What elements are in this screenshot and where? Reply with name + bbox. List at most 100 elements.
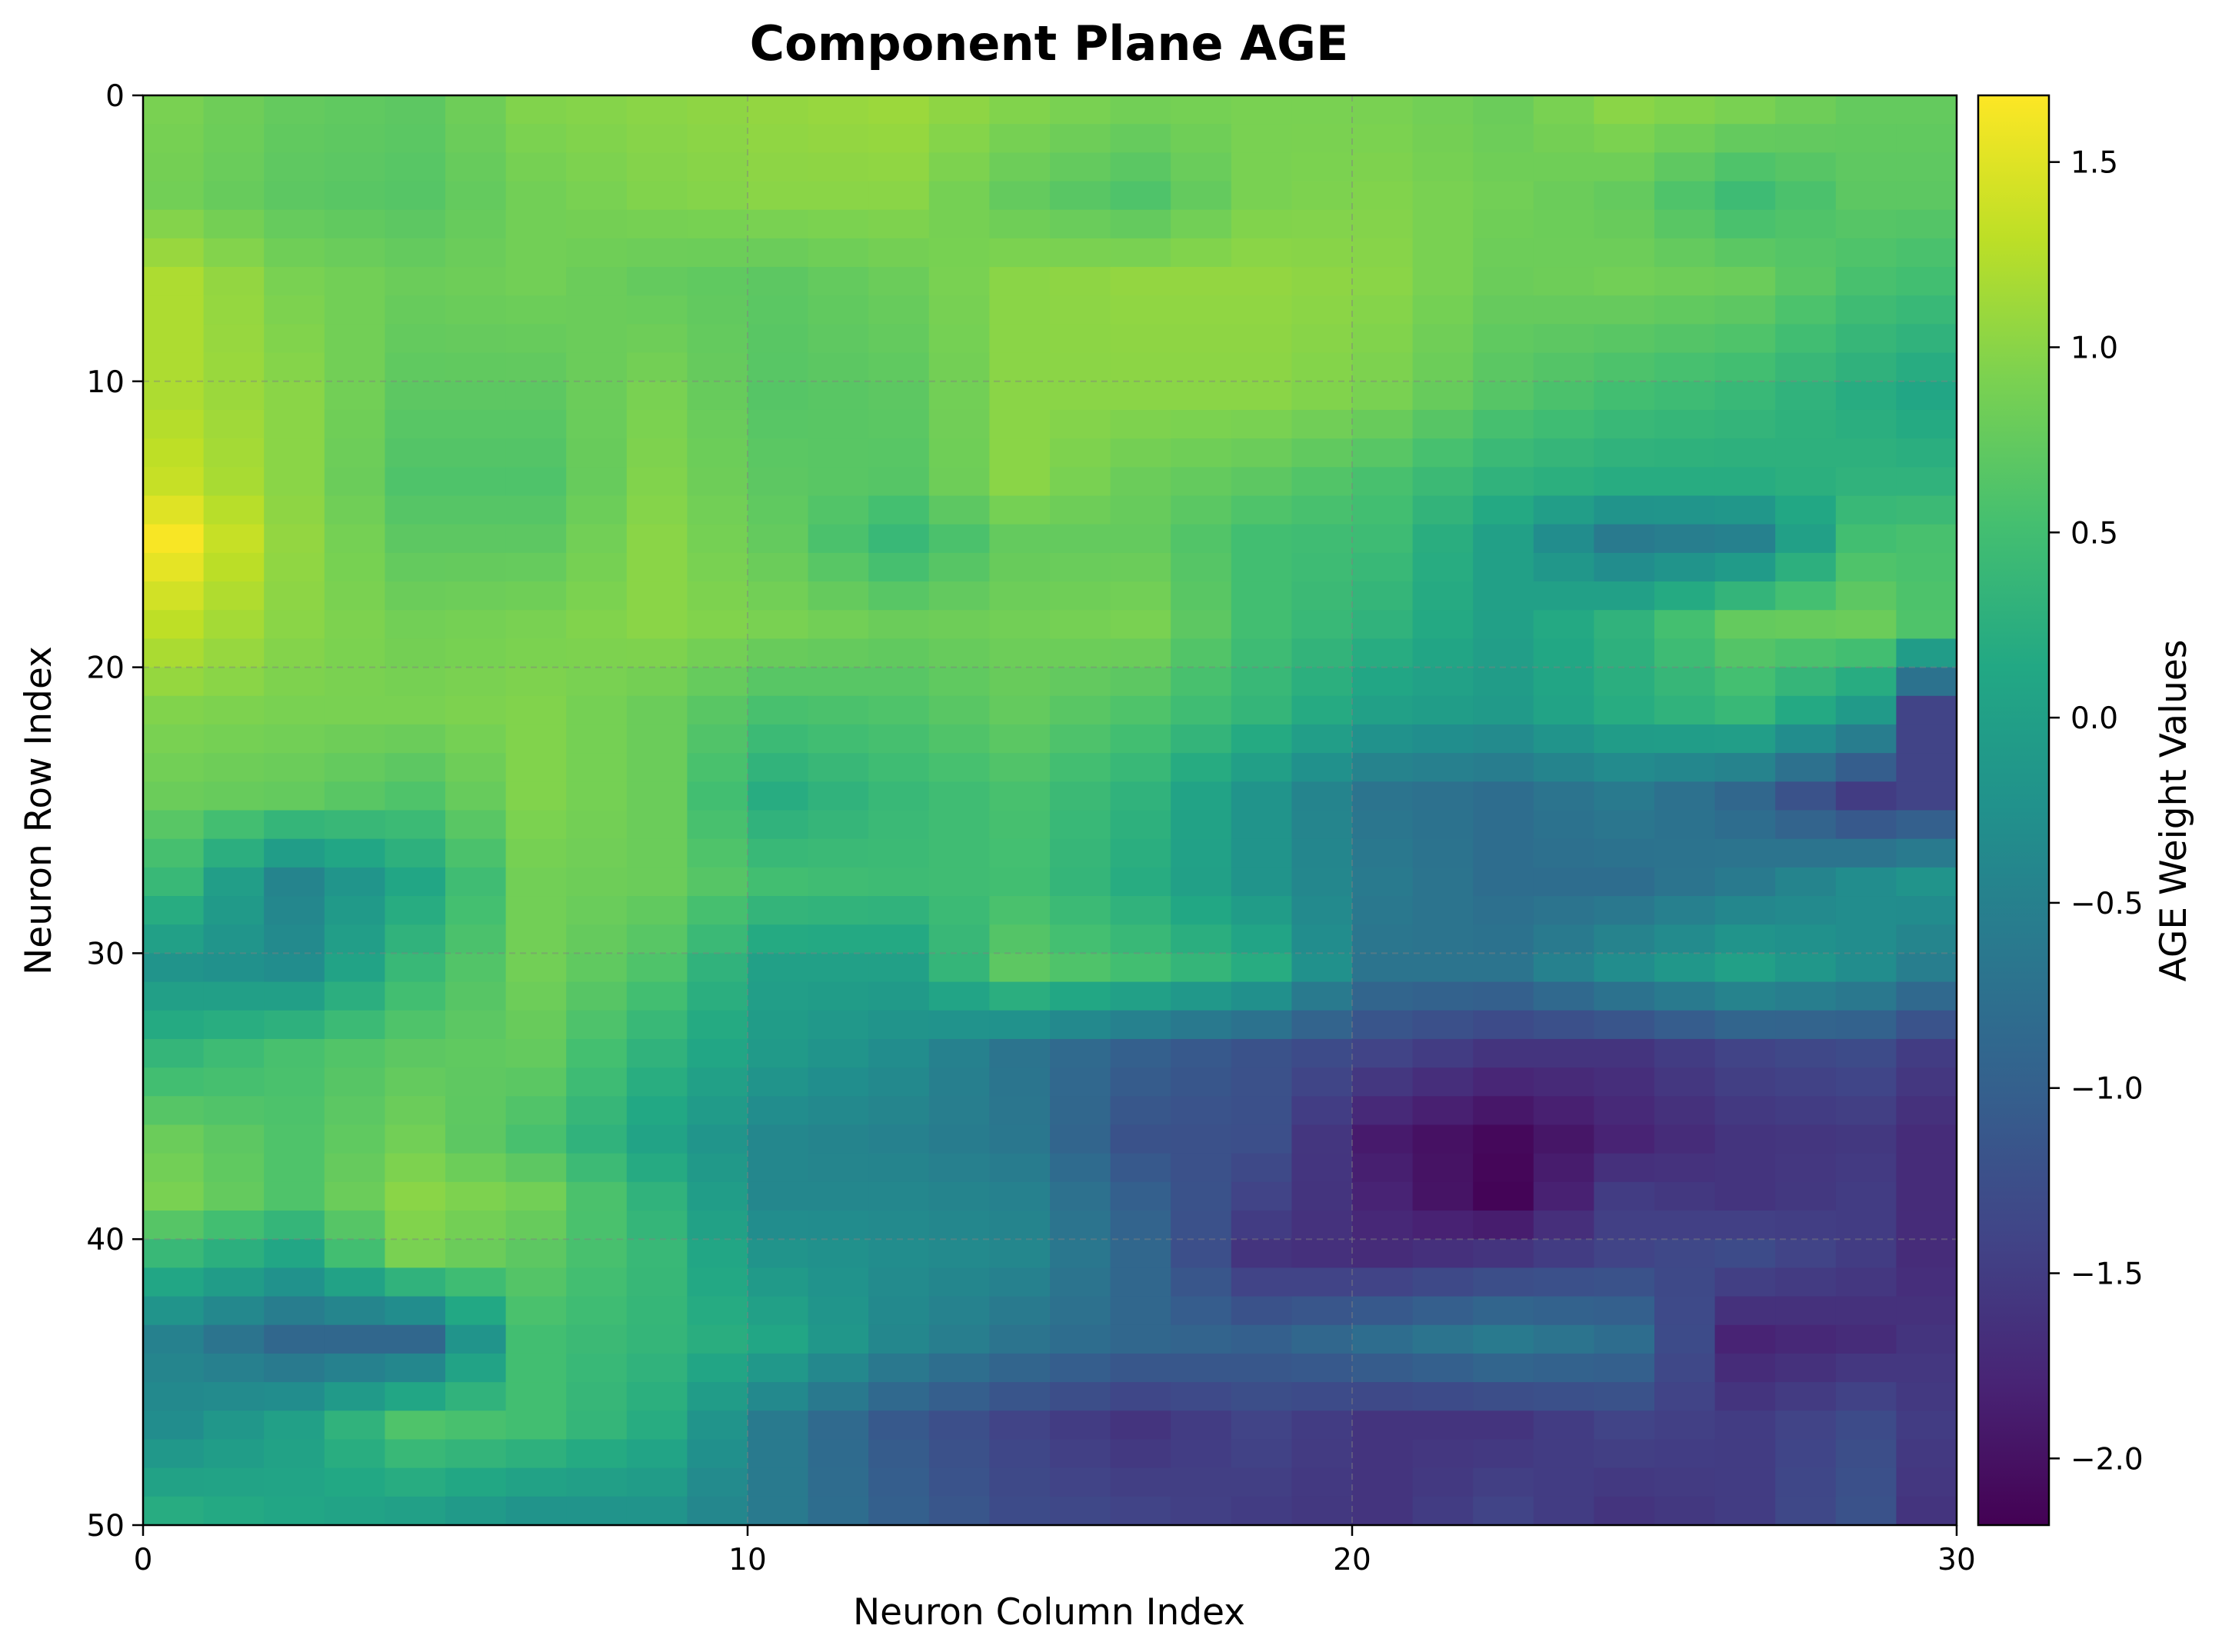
heatmap-cell: [324, 1324, 386, 1354]
heatmap-cell: [1594, 1353, 1655, 1383]
heatmap-cell: [143, 1267, 205, 1297]
heatmap-cell: [203, 124, 265, 154]
heatmap-cell: [1775, 1267, 1837, 1297]
heatmap-cell: [1412, 467, 1474, 497]
heatmap-cell: [264, 1267, 325, 1297]
heatmap-cell: [203, 1439, 265, 1469]
heatmap-cell: [1110, 467, 1171, 497]
heatmap-cell: [264, 352, 325, 382]
heatmap-cell: [989, 352, 1051, 382]
heatmap-cell: [1231, 753, 1293, 783]
heatmap-cell: [1110, 695, 1171, 725]
heatmap-cell: [989, 267, 1051, 297]
heatmap-cell: [1110, 324, 1171, 354]
heatmap-cell: [445, 1467, 507, 1497]
heatmap-cell: [505, 524, 567, 554]
heatmap-cell: [1291, 1181, 1353, 1211]
heatmap-cell: [385, 152, 446, 182]
heatmap-cell: [1896, 1096, 1957, 1126]
heatmap-cell: [203, 1467, 265, 1497]
heatmap-cell: [1835, 1411, 1897, 1441]
heatmap-cell: [264, 1353, 325, 1383]
heatmap-cell: [445, 381, 507, 411]
heatmap-cell: [808, 324, 869, 354]
heatmap-cell: [1050, 610, 1111, 640]
heatmap-cell: [1171, 695, 1232, 725]
heatmap-cell: [748, 1467, 809, 1497]
heatmap-cell: [143, 724, 205, 754]
heatmap-cell: [324, 924, 386, 954]
heatmap-cell: [626, 1496, 688, 1526]
heatmap-cell: [748, 1324, 809, 1354]
heatmap-cell: [203, 810, 265, 840]
heatmap-cell: [445, 552, 507, 582]
heatmap-cell: [264, 324, 325, 354]
heatmap-cell: [264, 981, 325, 1011]
heatmap-cell: [324, 352, 386, 382]
heatmap-cell: [566, 753, 628, 783]
heatmap-cell: [808, 467, 869, 497]
heatmap-cell: [203, 610, 265, 640]
heatmap-cell: [264, 838, 325, 868]
heatmap-cell: [1050, 581, 1111, 611]
heatmap-cell: [1594, 352, 1655, 382]
heatmap-cell: [1473, 438, 1534, 468]
heatmap-cell: [808, 1010, 869, 1040]
heatmap-cell: [1110, 1296, 1171, 1326]
heatmap-cell: [203, 1211, 265, 1240]
heatmap-cell: [1473, 238, 1534, 268]
heatmap-cell: [324, 667, 386, 697]
heatmap-cell: [868, 324, 930, 354]
heatmap-cell: [1835, 810, 1897, 840]
heatmap-cell: [1231, 1124, 1293, 1154]
heatmap-cell: [626, 1296, 688, 1326]
heatmap-cell: [1896, 896, 1957, 926]
heatmap-cell: [748, 1153, 809, 1183]
heatmap-cell: [1050, 1467, 1111, 1497]
colorbar: [1977, 94, 2050, 1527]
heatmap-cell: [928, 781, 991, 811]
heatmap-cell: [928, 409, 991, 439]
heatmap-cell: [143, 896, 205, 926]
heatmap-cell: [687, 467, 748, 497]
heatmap-cell: [1352, 1096, 1414, 1126]
heatmap-cell: [1110, 524, 1171, 554]
heatmap-cell: [1594, 1439, 1655, 1469]
heatmap-cell: [566, 495, 628, 525]
heatmap-cell: [1835, 981, 1897, 1011]
heatmap-cell: [505, 695, 567, 725]
heatmap-cell: [808, 581, 869, 611]
heatmap-cell: [566, 1439, 628, 1469]
heatmap-cell: [1654, 581, 1716, 611]
heatmap-cell: [1352, 467, 1414, 497]
heatmap-cell: [505, 495, 567, 525]
heatmap-cell: [808, 867, 869, 897]
heatmap-cell: [203, 152, 265, 182]
heatmap-cell: [1291, 438, 1353, 468]
heatmap-cell: [1110, 1411, 1171, 1441]
heatmap-cell: [1594, 409, 1655, 439]
heatmap-cell: [1533, 838, 1595, 868]
heatmap-cell: [626, 1211, 688, 1240]
heatmap-cell: [868, 352, 930, 382]
heatmap-cell: [1533, 152, 1595, 182]
heatmap-cell: [1050, 867, 1111, 897]
heatmap-cell: [748, 1181, 809, 1211]
heatmap-cell: [1594, 1411, 1655, 1441]
heatmap-cell: [1775, 896, 1837, 926]
heatmap-cell: [445, 238, 507, 268]
heatmap-cell: [385, 838, 446, 868]
heatmap-cell: [1594, 267, 1655, 297]
heatmap-cell: [385, 638, 446, 668]
heatmap-cell: [1835, 1153, 1897, 1183]
heatmap-cell: [928, 552, 991, 582]
heatmap-cell: [1412, 1153, 1474, 1183]
heatmap-cell: [868, 524, 930, 554]
heatmap-cell: [1231, 1324, 1293, 1354]
heatmap-cell: [1231, 695, 1293, 725]
heatmap-cell: [1291, 1353, 1353, 1383]
heatmap-cell: [1473, 1124, 1534, 1154]
heatmap-cell: [868, 1010, 930, 1040]
heatmap-cell: [203, 467, 265, 497]
heatmap-cell: [1171, 438, 1232, 468]
